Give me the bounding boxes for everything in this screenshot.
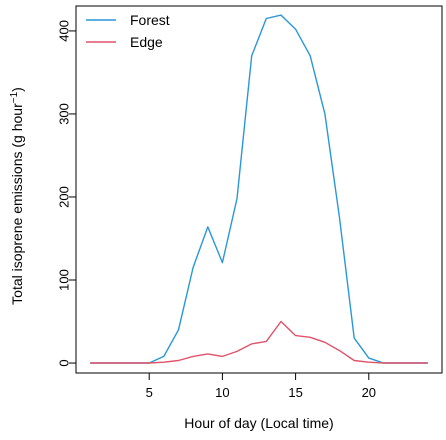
y-axis-title-exponent: −1 <box>9 91 20 103</box>
x-tick-label: 10 <box>215 385 229 400</box>
legend: Forest Edge <box>86 12 170 50</box>
plot-frame <box>75 5 443 374</box>
legend-label-forest: Forest <box>130 12 170 28</box>
x-tick-label: 20 <box>362 385 376 400</box>
x-axis: 5 10 15 20 <box>146 372 376 400</box>
y-axis-title-main: Total isoprene emissions (g hour <box>9 103 25 305</box>
series-line-edge <box>89 320 429 364</box>
y-axis-title: Total isoprene emissions (g hour−1) <box>9 87 25 305</box>
y-axis-title-end: ) <box>9 87 25 92</box>
legend-label-edge: Edge <box>130 34 163 50</box>
y-axis: 0 100 200 300 400 <box>57 20 77 367</box>
y-tick-label: 400 <box>57 20 72 42</box>
y-tick-label: 100 <box>57 269 72 291</box>
series-line-forest <box>89 14 429 364</box>
x-tick-label: 15 <box>288 385 302 400</box>
y-tick-label: 300 <box>57 103 72 125</box>
x-axis-title: Hour of day (Local time) <box>184 415 333 431</box>
y-tick-label: 0 <box>57 359 72 366</box>
x-tick-label: 5 <box>146 385 153 400</box>
series-lines <box>89 14 429 364</box>
y-tick-label: 200 <box>57 186 72 208</box>
